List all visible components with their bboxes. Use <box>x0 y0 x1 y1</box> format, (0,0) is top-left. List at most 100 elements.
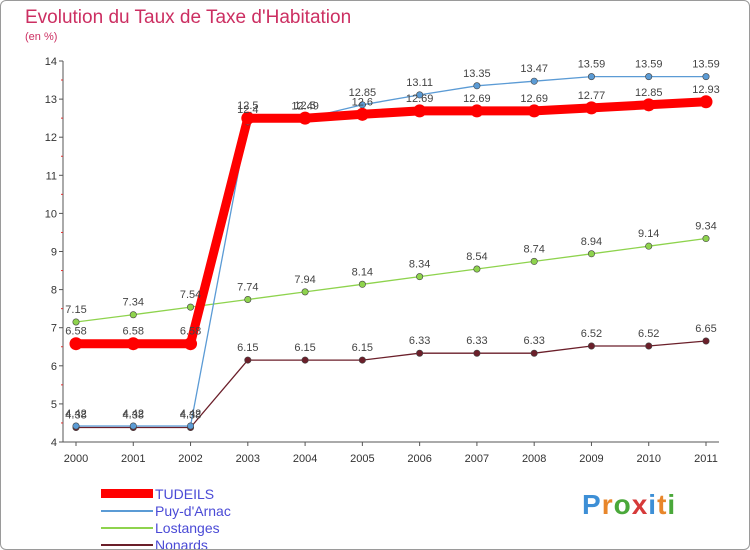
data-label: 7.15 <box>65 304 86 316</box>
y-tick-label: 7 <box>51 323 57 335</box>
data-label: 6.52 <box>638 328 659 340</box>
legend-swatch <box>101 526 153 529</box>
data-labels: 6.58 6.58 6.58 12.5 12.5 12.6 12.69 12.69 12.69 1… <box>65 59 719 422</box>
data-point <box>416 349 424 357</box>
data-point <box>244 356 252 364</box>
data-label: 13.59 <box>635 59 663 71</box>
data-point <box>298 111 312 125</box>
series-points <box>69 73 713 432</box>
logo-letter: x <box>631 489 649 520</box>
data-label: 12.69 <box>406 93 434 105</box>
x-tick-label: 2010 <box>636 453 660 465</box>
data-label: 13.59 <box>692 59 720 71</box>
x-tick-label: 2000 <box>64 453 88 465</box>
data-point <box>702 73 710 81</box>
data-label: 13.11 <box>406 77 433 89</box>
data-label: 4.38 <box>180 410 201 422</box>
data-label: 13.59 <box>578 59 606 71</box>
legend-item: Lostanges <box>101 519 231 536</box>
x-tick-label: 2008 <box>522 453 546 465</box>
data-point <box>473 349 481 357</box>
y-tick-label: 8 <box>51 285 57 297</box>
x-tick-label: 2005 <box>350 453 374 465</box>
data-label: 12.5 <box>237 100 258 112</box>
data-label: 12.6 <box>352 96 373 108</box>
legend-swatch <box>101 509 153 512</box>
data-point <box>355 107 369 121</box>
series-line <box>76 75 706 427</box>
data-point <box>699 95 713 109</box>
data-label: 8.34 <box>409 259 430 271</box>
data-label: 6.58 <box>180 326 201 338</box>
data-label: 6.58 <box>65 326 86 338</box>
data-label: 12.77 <box>578 90 606 102</box>
data-point <box>416 273 424 281</box>
y-tick-label: 13 <box>45 94 57 106</box>
legend-label: Nonards <box>155 536 208 550</box>
data-point <box>358 356 366 364</box>
data-point <box>72 318 80 326</box>
x-tick-label: 2011 <box>694 453 718 465</box>
legend-item: Puy-d'Arnac <box>101 502 231 519</box>
x-tick-label: 2002 <box>178 453 202 465</box>
axes: 4 5 6 7 8 9 10 11 12 13 14 2000 2001 2002 2003 2004 2005… <box>45 56 719 465</box>
legend-label: TUDEILS <box>155 485 215 502</box>
data-label: 4.42 <box>180 408 201 420</box>
x-tick-label: 2009 <box>579 453 603 465</box>
y-tick-label: 6 <box>51 361 57 373</box>
y-tick-label: 11 <box>46 170 57 182</box>
data-point <box>69 337 83 351</box>
data-label: 8.94 <box>581 236 602 248</box>
data-label: 6.33 <box>466 335 487 347</box>
data-point <box>416 91 424 99</box>
data-label: 12.93 <box>692 84 720 96</box>
data-point <box>587 250 595 258</box>
logo-letter: o <box>613 489 632 520</box>
data-point <box>413 104 427 118</box>
data-point <box>587 73 595 81</box>
x-tick-label: 2007 <box>465 453 489 465</box>
data-label: 12.4 <box>237 104 258 116</box>
data-label: 4.38 <box>123 410 144 422</box>
data-label: 4.38 <box>65 410 86 422</box>
data-point <box>702 337 710 345</box>
data-point <box>530 349 538 357</box>
x-tick-label: 2003 <box>236 453 260 465</box>
x-tick-label: 2004 <box>293 453 317 465</box>
data-label: 12.49 <box>291 101 319 113</box>
logo-letter: t <box>657 489 668 520</box>
series-line <box>76 97 707 349</box>
data-point <box>301 288 309 296</box>
series-lines <box>75 75 707 429</box>
data-label: 8.74 <box>523 243 544 255</box>
x-tick-label: 2001 <box>121 453 145 465</box>
data-point <box>301 356 309 364</box>
data-label: 12.5 <box>294 100 315 112</box>
legend: TUDEILS Puy-d'Arnac Lostanges Nonards <box>101 485 231 550</box>
logo-letter: i <box>667 489 677 520</box>
legend-item: TUDEILS <box>101 485 231 502</box>
data-label: 8.14 <box>352 266 373 278</box>
data-point <box>129 311 137 319</box>
data-point <box>587 342 595 350</box>
data-label: 12.69 <box>520 93 548 105</box>
data-point <box>470 104 484 118</box>
data-label: 7.54 <box>180 289 201 301</box>
x-tick-label: 2006 <box>407 453 431 465</box>
data-label: 6.33 <box>523 335 544 347</box>
data-point <box>530 257 538 265</box>
data-label: 6.15 <box>352 342 373 354</box>
chart-title: Evolution du Taux de Taxe d'Habitation <box>25 7 352 28</box>
data-label: 12.85 <box>635 87 663 99</box>
logo-letter: r <box>601 489 614 520</box>
data-point <box>358 280 366 288</box>
data-label: 6.58 <box>123 326 144 338</box>
y-tick-label: 14 <box>45 56 57 68</box>
data-point <box>473 265 481 273</box>
data-label: 6.15 <box>294 342 315 354</box>
data-point <box>72 422 80 430</box>
data-label: 9.14 <box>638 228 659 240</box>
y-tick-label: 5 <box>51 399 57 411</box>
